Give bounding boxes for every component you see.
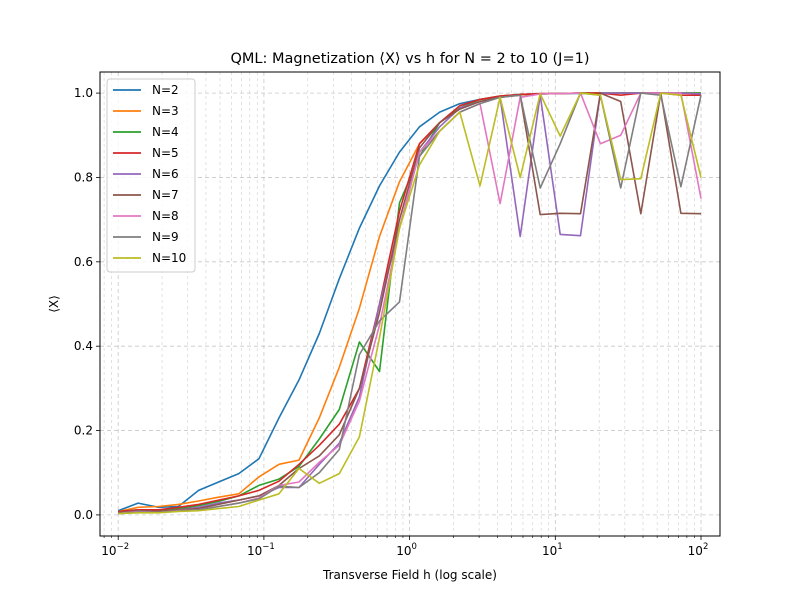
legend-label: N=10	[152, 251, 186, 265]
legend-label: N=2	[152, 83, 179, 97]
y-tick-label: 0.6	[74, 255, 93, 269]
y-tick-label: 0.2	[74, 424, 93, 438]
y-tick-label: 0.0	[74, 508, 93, 522]
legend-label: N=9	[152, 230, 179, 244]
legend-label: N=6	[152, 167, 179, 181]
x-tick-exponent: 1	[557, 542, 562, 552]
y-tick-label: 0.8	[74, 170, 93, 184]
legend-label: N=3	[152, 104, 179, 118]
chart-title: QML: Magnetization ⟨X⟩ vs h for N = 2 to…	[231, 51, 590, 67]
series-line-n10	[118, 92, 702, 515]
legend-label: N=8	[152, 209, 179, 223]
series-line-n7	[118, 92, 702, 514]
legend: N=2 N=3 N=4 N=5 N=6 N=7 N=8 N=9 N=10	[106, 78, 196, 273]
x-tick-exponent: −1	[262, 542, 275, 552]
legend-box	[106, 78, 196, 273]
x-axis-label: Transverse Field h (log scale)	[322, 568, 497, 582]
y-tick-label: 0.4	[74, 339, 93, 353]
y-axis-label: ⟨X⟩	[47, 295, 61, 313]
x-tick-exponent: 2	[703, 542, 708, 552]
legend-label: N=4	[152, 125, 179, 139]
legend-label: N=7	[152, 188, 179, 202]
x-tick-exponent: 0	[412, 542, 417, 552]
legend-items: N=2 N=3 N=4 N=5 N=6 N=7 N=8 N=9 N=10	[113, 83, 186, 265]
series-lines	[117, 92, 702, 515]
grid	[100, 72, 720, 536]
x-tick-exponent: −2	[117, 542, 130, 552]
legend-label: N=5	[152, 146, 179, 160]
y-tick-label: 1.0	[74, 86, 93, 100]
